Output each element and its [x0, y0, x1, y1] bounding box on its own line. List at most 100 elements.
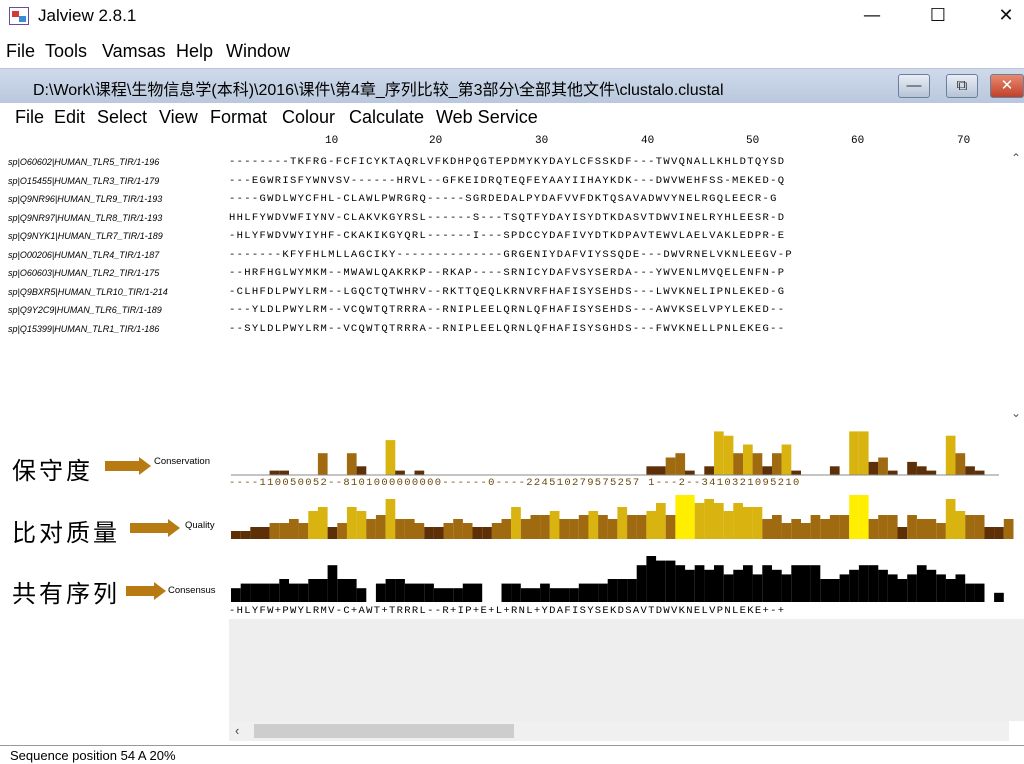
- consensus-bar: [424, 583, 434, 602]
- sequence-row[interactable]: --HRFHGLWYMKM--MWAWLQAKRKP--RKAP----SRNI…: [229, 267, 786, 279]
- consensus-row-label[interactable]: Consensus: [168, 585, 216, 596]
- conservation-bar: [752, 453, 763, 475]
- quality-bar: [936, 523, 946, 539]
- ruler-label: 10: [325, 135, 339, 147]
- amenu-view[interactable]: View: [159, 107, 198, 127]
- sequence-row[interactable]: HHLFYWDVWFIYNV-CLAKVKGYRSL------S---TSQT…: [229, 211, 786, 224]
- consensus-bar: [540, 583, 550, 602]
- sequence-row[interactable]: -HLYFWDVWYIYHF-CKAKIKGYQRL------I---SPDC…: [229, 230, 786, 242]
- consensus-bar: [926, 569, 937, 602]
- quality-bar: [772, 515, 782, 539]
- sequence-id[interactable]: sp|O15455|HUMAN_TLR3_TIR/1-179: [8, 175, 160, 186]
- alignment-panel[interactable]: --------TKFRG-FCFICYKTAQRLVFKDHPQGTEPDMY…: [229, 153, 1009, 338]
- sequence-row[interactable]: --SYLDLPWYLRM--VCQWTQTRRRA--RNIPLEELQRNL…: [229, 322, 786, 335]
- consensus-bar: [762, 565, 772, 602]
- quality-bar: [868, 519, 879, 539]
- ruler-label: 20: [429, 135, 443, 147]
- horizontal-scrollbar[interactable]: ‹: [229, 721, 1009, 741]
- close-button[interactable]: ✕: [998, 5, 1014, 26]
- sequence-id[interactable]: sp|Q15399|HUMAN_TLR1_TIR/1-186: [8, 323, 160, 334]
- arrow-icon: [105, 457, 151, 475]
- quality-bar: [636, 515, 647, 539]
- consensus-bar: [752, 574, 763, 602]
- minimize-button[interactable]: —: [863, 5, 881, 26]
- quality-bar: [665, 515, 676, 539]
- amenu-file[interactable]: File: [15, 107, 45, 127]
- conservation-row-label[interactable]: Conservation: [154, 456, 210, 467]
- quality-bar: [810, 515, 821, 539]
- frame-minimize-button[interactable]: —: [898, 74, 930, 98]
- scroll-up-icon[interactable]: ⌃: [1011, 151, 1022, 165]
- sequence-row[interactable]: ----GWDLWYCFHL-CLAWLPWRGRQ-----SGRDEDALP…: [229, 193, 778, 205]
- conservation-bar: [878, 457, 888, 475]
- quality-bar: [965, 515, 975, 539]
- conservation-bar: [704, 466, 714, 475]
- amenu-select[interactable]: Select: [97, 107, 148, 127]
- consensus-bar: [887, 574, 898, 602]
- quality-bar: [231, 531, 241, 539]
- conservation-bar: [269, 470, 280, 475]
- consensus-bar: [337, 579, 347, 602]
- amenu-web-service[interactable]: Web Service: [436, 107, 538, 127]
- sequence-row[interactable]: --------TKFRG-FCFICYKTAQRLVFKDHPQGTEPDMY…: [229, 156, 786, 168]
- consensus-bar: [433, 588, 444, 602]
- conservation-bar: [829, 466, 840, 475]
- quality-bar: [501, 519, 512, 539]
- menu-file[interactable]: File: [6, 41, 36, 61]
- menu-help[interactable]: Help: [176, 41, 214, 61]
- consensus-bar: [588, 583, 599, 602]
- vertical-scrollbar[interactable]: ⌃ ⌄: [1009, 151, 1024, 431]
- ruler-label: 50: [746, 135, 760, 147]
- amenu-colour[interactable]: Colour: [282, 107, 336, 127]
- consensus-bar: [772, 569, 782, 602]
- sequence-id[interactable]: sp|Q9NYK1|HUMAN_TLR7_TIR/1-189: [8, 231, 163, 241]
- annotation-histograms[interactable]: [0, 69, 1024, 764]
- frame-close-button[interactable]: ✕: [990, 74, 1024, 98]
- quality-bar: [994, 527, 1004, 539]
- quality-bar: [327, 527, 338, 539]
- menu-window[interactable]: Window: [226, 41, 291, 61]
- consensus-bar: [549, 588, 560, 602]
- scroll-down-icon[interactable]: ⌄: [1011, 406, 1022, 420]
- sequence-id[interactable]: sp|Q9NR96|HUMAN_TLR9_TIR/1-193: [8, 194, 163, 204]
- alignment-frame: D:\Work\课程\生物信息学(本科)\2016\课件\第4章_序列比较_第3…: [0, 68, 1024, 764]
- consensus-bar: [375, 583, 386, 602]
- sequence-id[interactable]: sp|O00206|HUMAN_TLR4_TIR/1-187: [8, 249, 160, 260]
- quality-bar: [907, 515, 917, 539]
- amenu-format[interactable]: Format: [210, 107, 268, 127]
- conservation-bar: [317, 453, 328, 475]
- quality-bar: [433, 527, 444, 539]
- conservation-bar: [395, 470, 405, 475]
- menu-vamsas[interactable]: Vamsas: [102, 41, 166, 61]
- sequence-row[interactable]: -CLHFDLPWYLRM--LGQCTQTWHRV--RKTTQEQLKRNV…: [229, 285, 786, 298]
- scroll-left-icon[interactable]: ‹: [235, 723, 240, 738]
- sequence-row[interactable]: ---YLDLPWYLRM--VCQWTQTRRRA--RNIPLEELQRNL…: [229, 304, 786, 316]
- amenu-edit[interactable]: Edit: [54, 107, 86, 127]
- quality-bar: [453, 519, 463, 539]
- sequence-row[interactable]: ---EGWRISFYWNVSV------HRVL--GFKEIDRQTEQF…: [229, 174, 786, 187]
- maximize-button[interactable]: ☐: [929, 5, 947, 26]
- app-title: Jalview 2.8.1: [38, 6, 137, 25]
- sequence-id[interactable]: sp|Q9NR97|HUMAN_TLR8_TIR/1-193: [8, 212, 163, 223]
- sequence-id[interactable]: sp|Q9BXR5|HUMAN_TLR10_TIR/1-214: [8, 286, 168, 297]
- conservation-bar: [665, 457, 676, 475]
- quality-bar: [945, 499, 956, 539]
- consensus-bar: [607, 579, 618, 602]
- scrollbar-thumb[interactable]: [254, 724, 514, 738]
- menu-tools[interactable]: Tools: [45, 41, 88, 61]
- consensus-bar: [317, 579, 328, 602]
- sequence-id-panel: sp|O60602|HUMAN_TLR5_TIR/1-196 sp|O15455…: [8, 153, 233, 338]
- frame-restore-button[interactable]: ⧉: [946, 74, 978, 98]
- consensus-bar: [501, 583, 512, 602]
- amenu-calculate[interactable]: Calculate: [349, 107, 425, 127]
- sequence-id[interactable]: sp|O60603|HUMAN_TLR2_TIR/1-175: [8, 268, 160, 278]
- sequence-row[interactable]: -------KFYFHLMLLAGCIKY--------------GRGE…: [229, 248, 793, 261]
- quality-bar: [404, 519, 415, 539]
- quality-bar: [752, 507, 763, 539]
- consensus-bar: [231, 588, 241, 602]
- quality-row-label[interactable]: Quality: [185, 520, 215, 531]
- quality-label-cn: 比对质量: [12, 519, 120, 547]
- sequence-id[interactable]: sp|O60602|HUMAN_TLR5_TIR/1-196: [8, 157, 160, 167]
- sequence-id[interactable]: sp|Q9Y2C9|HUMAN_TLR6_TIR/1-189: [8, 305, 162, 315]
- consensus-bar: [578, 583, 589, 602]
